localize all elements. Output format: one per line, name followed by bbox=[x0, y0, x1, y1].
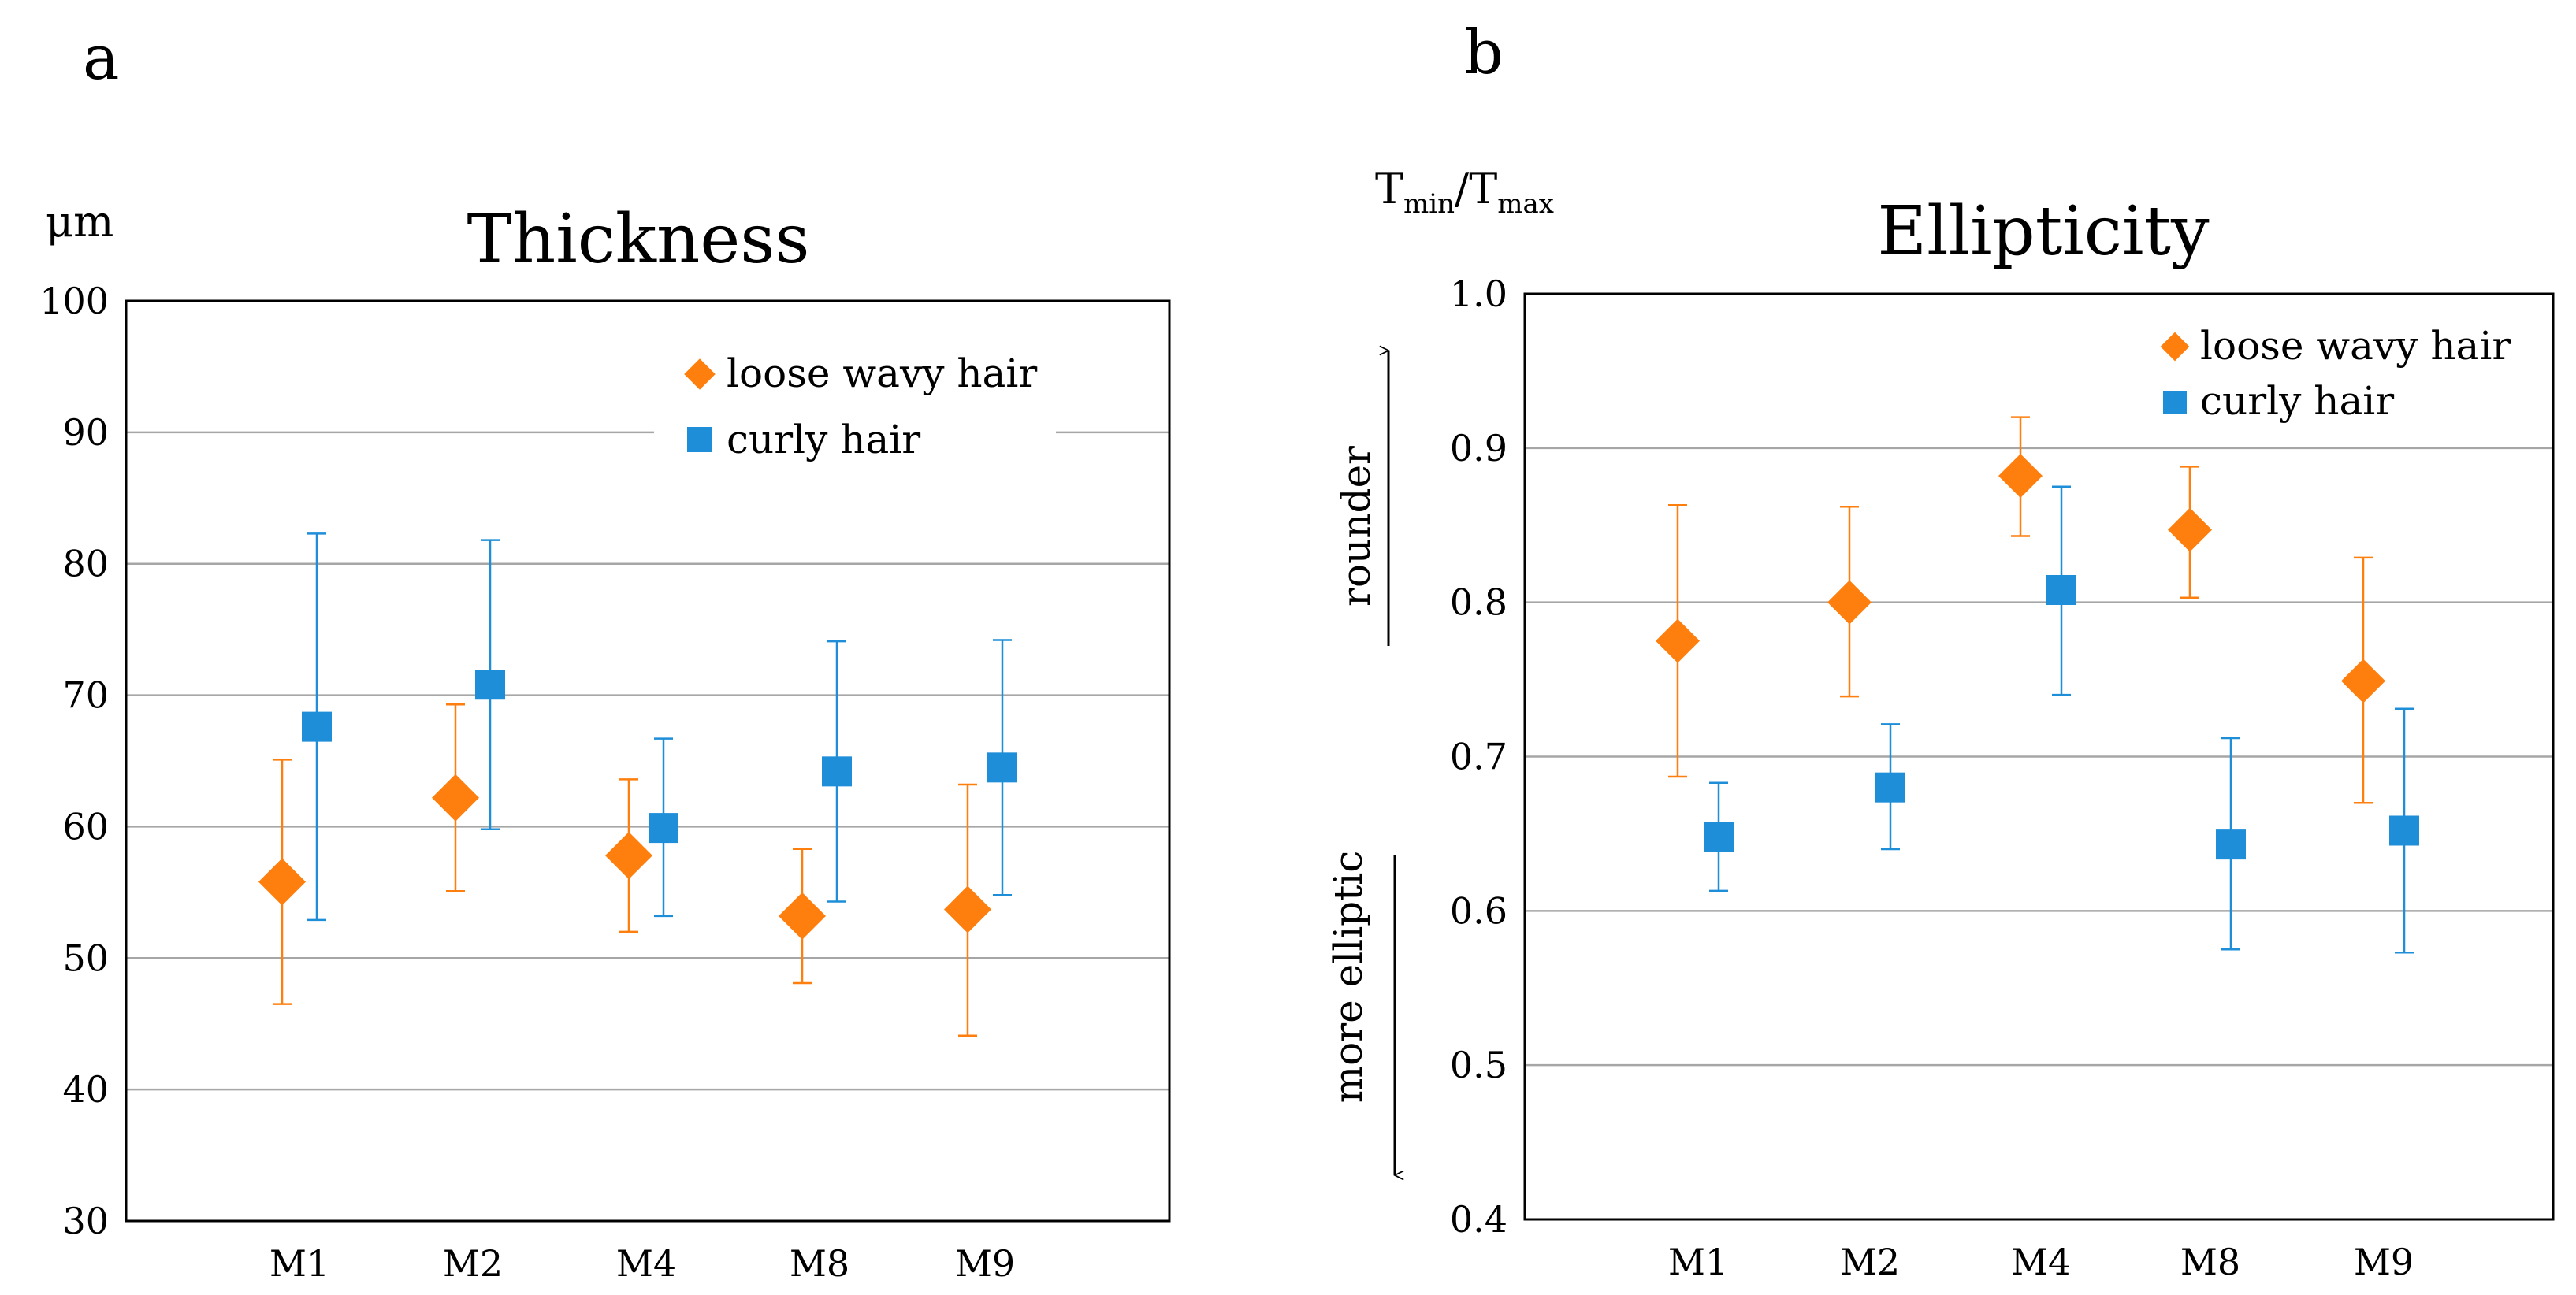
chart-title-ellipticity: Ellipticity bbox=[1877, 192, 2210, 271]
point-curly-hair-m1 bbox=[1704, 822, 1734, 852]
panel-label-a: a bbox=[83, 23, 120, 94]
point-curly-hair-m8 bbox=[822, 756, 852, 787]
x-tick-label-m2: M2 bbox=[443, 1242, 503, 1285]
point-loose-wavy-hair-m1 bbox=[258, 858, 306, 906]
legend-marker-curly bbox=[687, 427, 712, 452]
point-loose-wavy-hair-m2 bbox=[1827, 580, 1872, 625]
legend-label-loose-wavy: loose wavy hair bbox=[727, 351, 1037, 396]
point-loose-wavy-hair-m2 bbox=[432, 774, 479, 822]
legend-label-curly: curly hair bbox=[727, 417, 920, 462]
y-tick-label: 40 bbox=[62, 1068, 109, 1111]
y-tick-label: 30 bbox=[62, 1200, 109, 1242]
chart-ellipticity: b Tmin/Tmax Ellipticity 0.40.50.60.70.80… bbox=[1325, 17, 2555, 1283]
panel-label-b: b bbox=[1464, 17, 1504, 88]
y-tick-label: 0.6 bbox=[1450, 889, 1507, 932]
point-curly-hair-m4 bbox=[2046, 575, 2076, 605]
y-tick-label: 100 bbox=[39, 280, 109, 322]
gridlines-ellipticity bbox=[1525, 447, 2553, 1067]
y-tick-label: 50 bbox=[62, 937, 109, 979]
legend-label-curly-b: curly hair bbox=[2200, 378, 2394, 424]
y-tick-labels-ellipticity: 0.4 0.5 0.6 0.7 0.8 0.9 1.0 bbox=[1450, 273, 1507, 1241]
plot-frame-ellipticity bbox=[1523, 292, 2555, 1221]
y-tick-label: 0.4 bbox=[1450, 1198, 1507, 1241]
legend-background-thickness bbox=[654, 339, 1056, 473]
point-loose-wavy-hair-m1 bbox=[1656, 618, 1700, 663]
point-curly-hair-m9 bbox=[987, 752, 1017, 783]
point-curly-hair-m9 bbox=[2389, 815, 2419, 846]
x-tick-label-m9: M9 bbox=[955, 1242, 1015, 1285]
legend-marker-curly-b bbox=[2163, 391, 2187, 414]
chart-title-thickness: Thickness bbox=[467, 200, 809, 279]
gridlines-thickness bbox=[126, 431, 1169, 1091]
y-tick-labels-thickness: 30 40 50 60 70 80 90 100 bbox=[39, 280, 109, 1242]
x-tick-label-m2: M2 bbox=[1840, 1241, 1900, 1283]
point-loose-wavy-hair-m9 bbox=[2341, 659, 2385, 703]
x-tick-label-m1: M1 bbox=[1668, 1241, 1728, 1283]
point-loose-wavy-hair-m4 bbox=[605, 832, 652, 880]
legend-label-loose-wavy-b: loose wavy hair bbox=[2200, 323, 2511, 369]
y-tick-label: 80 bbox=[62, 543, 109, 585]
point-loose-wavy-hair-m9 bbox=[944, 885, 991, 933]
legend-marker-loose-wavy-b bbox=[2160, 332, 2190, 362]
annotation-more-elliptic: more elliptic bbox=[1325, 851, 1371, 1104]
x-tick-label-m9: M9 bbox=[2354, 1241, 2414, 1283]
point-curly-hair-m1 bbox=[302, 711, 332, 742]
point-loose-wavy-hair-m8 bbox=[2168, 507, 2212, 552]
y-tick-label: 0.7 bbox=[1450, 736, 1507, 778]
data-points-thickness bbox=[258, 532, 1017, 1037]
y-unit-label-ellipticity: Tmin/Tmax bbox=[1375, 164, 1554, 220]
x-tick-labels-thickness: M1 M2 M4 M8 M9 bbox=[269, 1242, 1015, 1285]
y-tick-label: 0.9 bbox=[1450, 427, 1507, 469]
y-tick-label: 70 bbox=[62, 674, 109, 717]
x-tick-label-m8: M8 bbox=[790, 1242, 849, 1285]
legend-marker-loose-wavy bbox=[684, 358, 716, 390]
y-unit-label-thickness: μm bbox=[46, 197, 113, 247]
legend-ellipticity: loose wavy hair curly hair bbox=[2160, 323, 2511, 424]
point-curly-hair-m2 bbox=[1875, 772, 1905, 803]
legend-thickness: loose wavy hair curly hair bbox=[654, 339, 1056, 473]
x-tick-label-m4: M4 bbox=[2011, 1241, 2071, 1283]
y-tick-label: 90 bbox=[62, 411, 109, 454]
y-tick-label: 0.8 bbox=[1450, 581, 1507, 624]
x-tick-label-m4: M4 bbox=[616, 1242, 676, 1285]
y-tick-label: 1.0 bbox=[1450, 273, 1507, 315]
y-tick-label: 60 bbox=[62, 805, 109, 848]
data-points-ellipticity bbox=[1656, 416, 2419, 954]
point-loose-wavy-hair-m8 bbox=[779, 892, 826, 940]
point-curly-hair-m4 bbox=[649, 813, 678, 844]
point-curly-hair-m2 bbox=[475, 670, 505, 700]
annotation-rounder: rounder bbox=[1333, 446, 1379, 607]
x-tick-label-m8: M8 bbox=[2180, 1241, 2240, 1283]
point-loose-wavy-hair-m4 bbox=[1998, 454, 2043, 499]
point-curly-hair-m8 bbox=[2216, 829, 2246, 860]
plot-frame-thickness bbox=[125, 299, 1171, 1223]
x-tick-labels-ellipticity: M1 M2 M4 M8 M9 bbox=[1668, 1241, 2414, 1283]
x-tick-label-m1: M1 bbox=[269, 1242, 329, 1285]
y-tick-label: 0.5 bbox=[1450, 1044, 1507, 1086]
